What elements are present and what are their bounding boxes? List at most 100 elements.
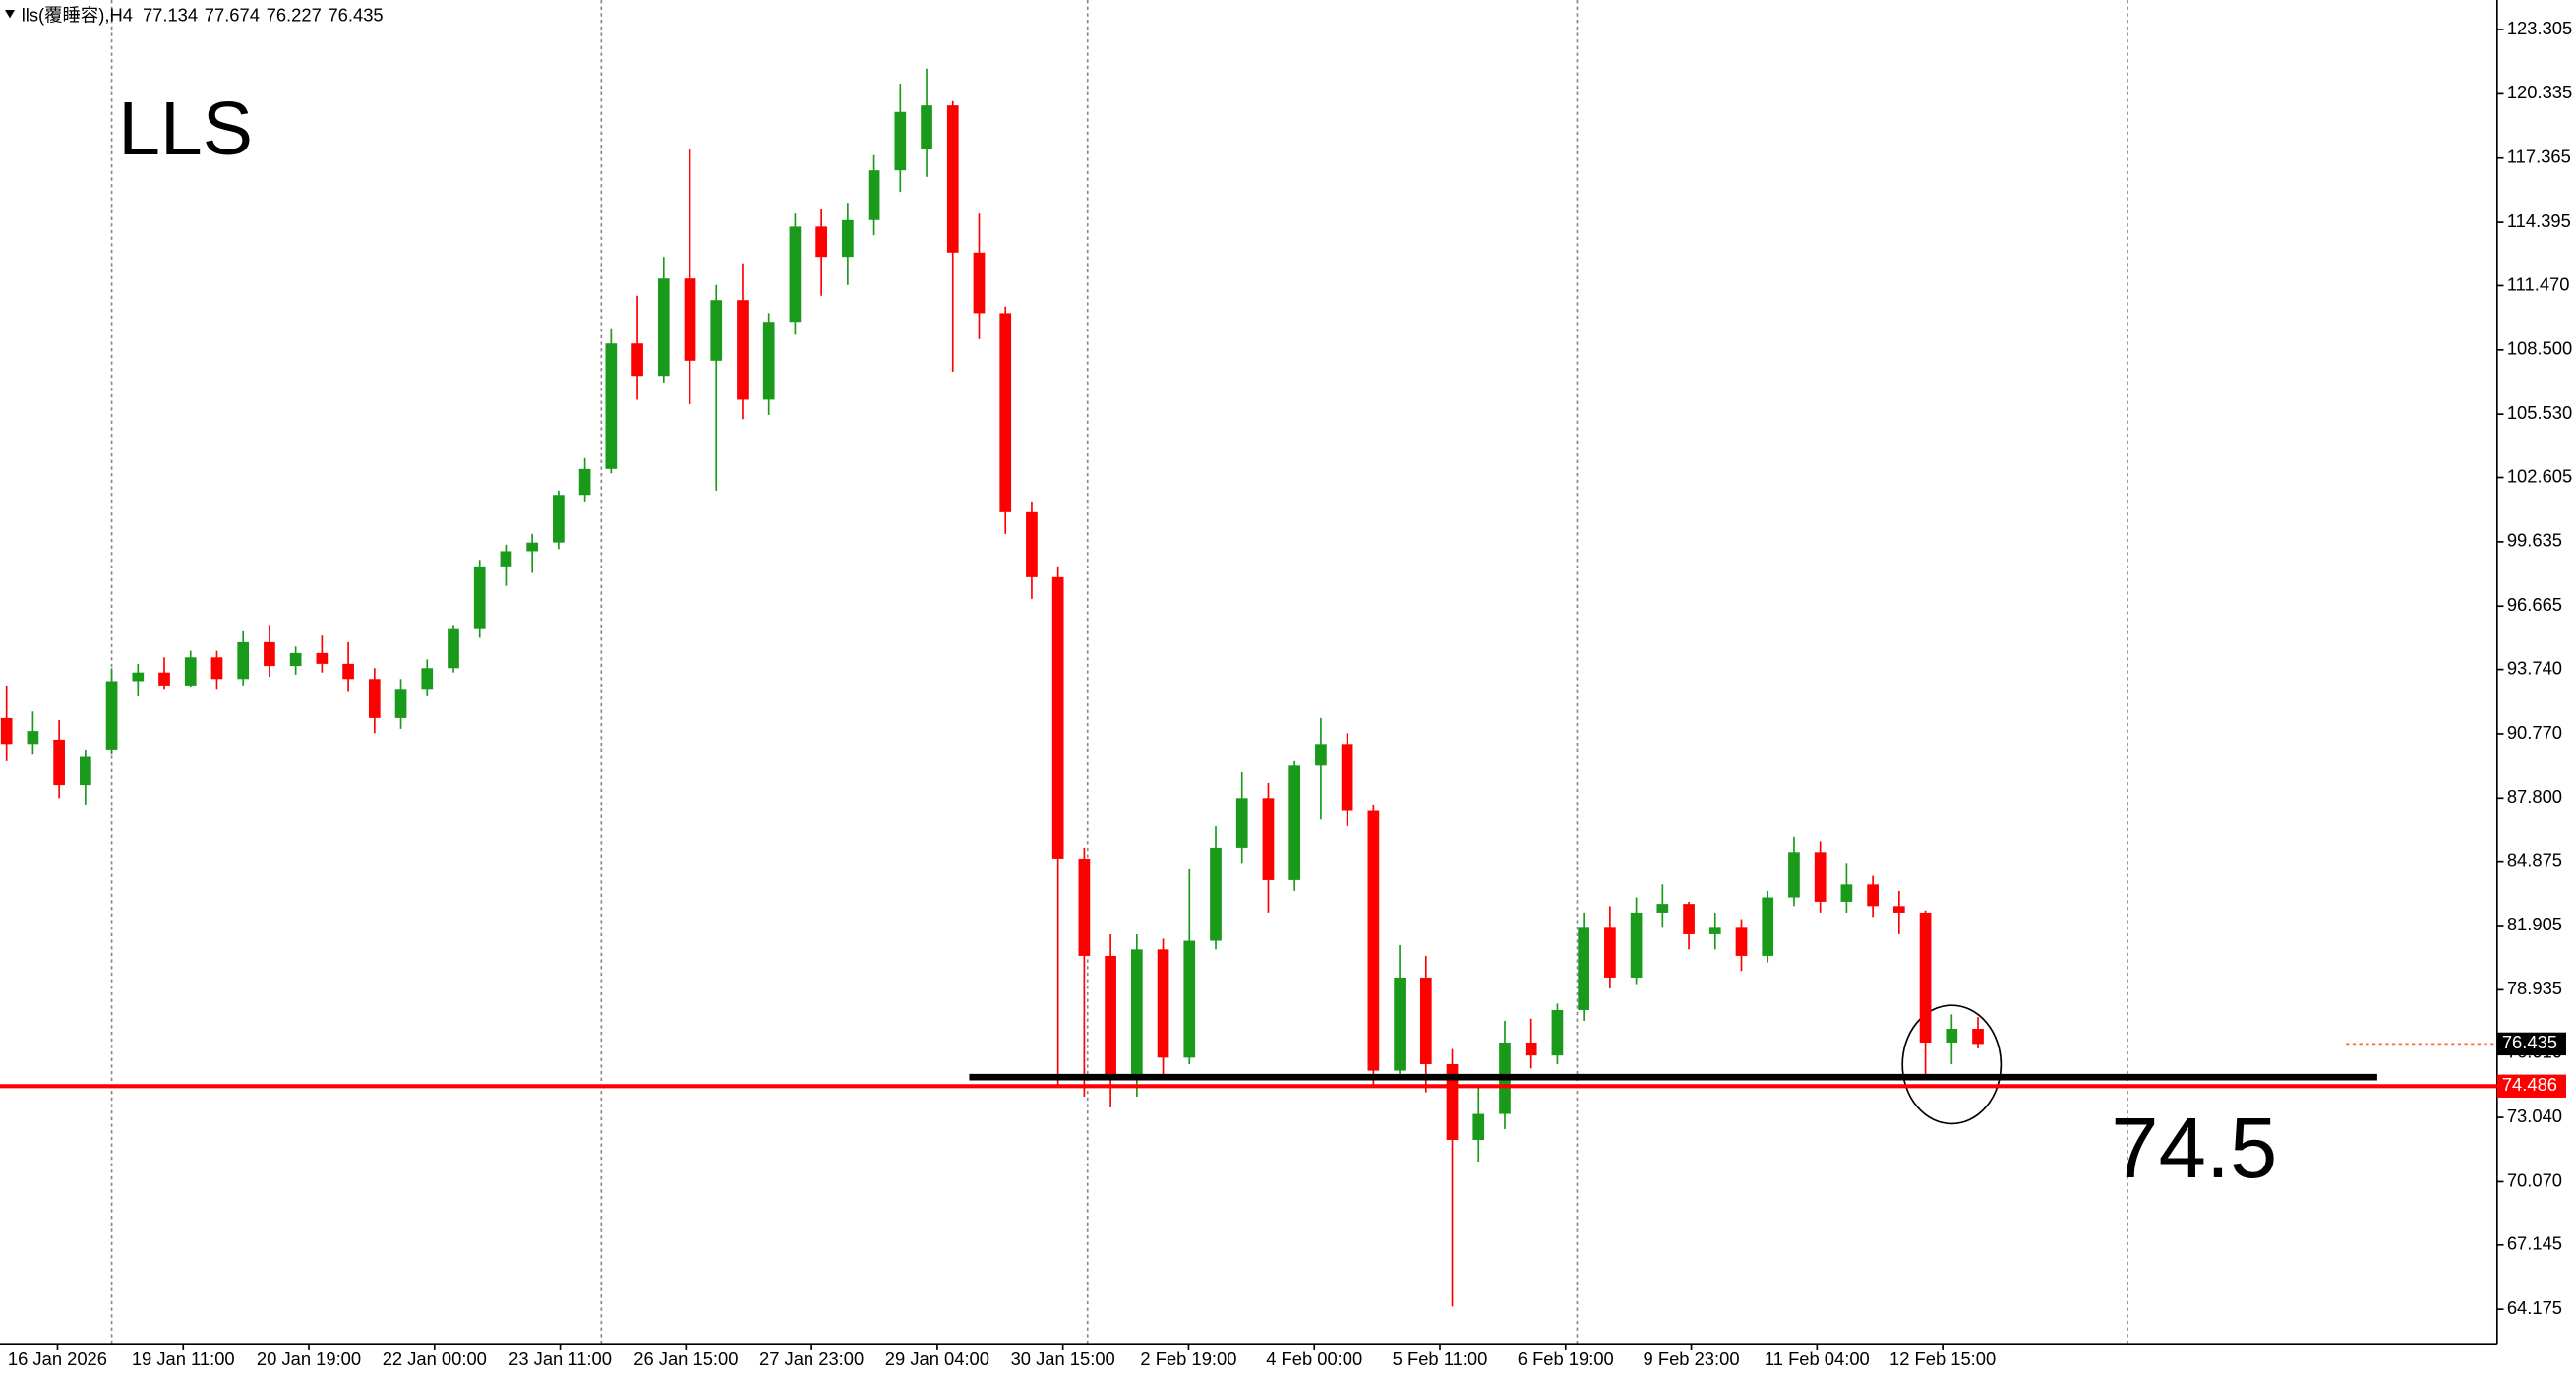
highlight-circle: [1901, 1004, 2003, 1125]
candle-body: [1551, 1009, 1564, 1056]
x-tick-label: 6 Feb 19:00: [1518, 1348, 1614, 1369]
candle-body: [80, 756, 91, 786]
y-tick-label: 96.665: [2507, 594, 2562, 615]
candle-body: [1367, 810, 1380, 1071]
candle-body: [578, 468, 591, 496]
y-tick-label: 93.740: [2507, 657, 2562, 678]
candle-body: [184, 657, 197, 686]
candle-body: [526, 542, 539, 552]
y-tick-label: 64.175: [2507, 1297, 2562, 1318]
candle-body: [1946, 1029, 1958, 1043]
candle-body: [1235, 798, 1248, 848]
candle-body: [1840, 884, 1853, 902]
candle-body: [868, 170, 880, 220]
candle-body: [1105, 955, 1116, 1075]
candle-body: [237, 641, 250, 680]
open: 77.134: [143, 5, 198, 26]
y-tick-label: 87.800: [2507, 786, 2562, 807]
candle-body: [1892, 906, 1905, 913]
candle-body: [1394, 977, 1406, 1071]
menu-arrow[interactable]: [5, 10, 16, 19]
x-tick-label: 30 Jan 15:00: [1011, 1348, 1115, 1369]
candle-body: [1157, 949, 1169, 1058]
candle-body: [1604, 927, 1616, 978]
candle-body: [1867, 884, 1879, 907]
candle-body: [605, 343, 618, 469]
candle-body: [289, 652, 302, 667]
candle-body: [1183, 940, 1196, 1058]
candle-body: [1525, 1042, 1537, 1056]
candle-body: [1472, 1113, 1485, 1140]
separators: [110, 0, 2128, 1345]
y-tick-label: 70.070: [2507, 1169, 2562, 1190]
candle-body: [921, 105, 932, 149]
last-price-box: [2496, 1032, 2566, 1056]
plot: 123.305 120.335 117.365 114.395 111.470 108.5…: [0, 18, 2572, 1369]
candle-body: [1446, 1063, 1459, 1140]
y-tick-label: 120.335: [2507, 82, 2572, 102]
y-tick-label: 90.770: [2507, 722, 2562, 743]
candle-body: [1130, 949, 1143, 1075]
candle-body: [973, 252, 986, 314]
y-tick-label: 111.470: [2507, 273, 2570, 294]
y-tick-label: 123.305: [2507, 18, 2572, 38]
candle-body: [1708, 927, 1721, 934]
x-tick-label: 27 Jan 23:00: [759, 1348, 864, 1369]
x-tick-label: 20 Jan 19:00: [257, 1348, 361, 1369]
candle-body: [1630, 912, 1643, 978]
x-tick-label: 4 Feb 00:00: [1266, 1348, 1362, 1369]
y-tick-label: 114.395: [2507, 210, 2571, 231]
y-tick-label: 102.605: [2507, 465, 2572, 486]
candle-body: [1419, 977, 1432, 1064]
y-tick-label: 81.905: [2507, 914, 2562, 934]
candle-body: [473, 566, 486, 629]
candle-body: [1051, 576, 1064, 859]
candle-body: [1288, 765, 1301, 880]
x-tick-label: 16 Jan 2026: [8, 1348, 107, 1369]
y-tick-label: 73.040: [2507, 1106, 2562, 1126]
candle-body: [842, 219, 854, 258]
candle-body: [1972, 1029, 1984, 1045]
x-tick-label: 23 Jan 11:00: [509, 1348, 612, 1369]
candle-body: [394, 689, 407, 718]
candle-body: [1683, 904, 1695, 934]
candle-body: [105, 681, 118, 750]
candle-body: [1262, 798, 1275, 880]
chart-title: LLS: [118, 87, 253, 171]
candle-body: [1578, 927, 1589, 1010]
candle-body: [316, 652, 329, 664]
last-price-label: 76.435: [2502, 1032, 2557, 1052]
x-tick-label: 2 Feb 19:00: [1140, 1348, 1236, 1369]
candle-body: [815, 226, 827, 258]
candle-body: [762, 322, 775, 400]
candle-body: [737, 300, 749, 400]
candle-body: [500, 551, 512, 567]
y-tick-label: 78.935: [2507, 978, 2562, 998]
candle-body: [1735, 927, 1748, 956]
symbol: lls(覆睡容),H4: [22, 5, 133, 26]
candle-body: [421, 668, 434, 690]
y-tick-label: 84.875: [2507, 850, 2562, 870]
candle-body: [1078, 858, 1091, 956]
candle-body: [789, 226, 802, 323]
candle-body: [553, 495, 565, 543]
high: 77.674: [205, 5, 260, 26]
x-tick-label: 12 Feb 15:00: [1889, 1348, 1996, 1369]
candle-body: [710, 300, 723, 361]
annotation: 74.5: [2111, 1101, 2277, 1196]
candle-body: [342, 663, 354, 680]
candle-body: [53, 739, 65, 786]
candle-body: [1656, 904, 1669, 913]
candle-body: [657, 278, 670, 377]
candle-body: [894, 111, 907, 171]
candle-body: [264, 641, 275, 667]
x-tick-label: 22 Jan 00:00: [383, 1348, 487, 1369]
y-tick-label: 105.530: [2507, 402, 2572, 423]
candle-body: [1762, 897, 1774, 956]
candle-body: [210, 657, 223, 680]
x-tick-label: 5 Feb 11:00: [1393, 1348, 1488, 1369]
header: lls(覆睡容),H4 77.134 77.674 76.227 76.435: [22, 5, 384, 26]
candle-body: [1315, 744, 1327, 766]
